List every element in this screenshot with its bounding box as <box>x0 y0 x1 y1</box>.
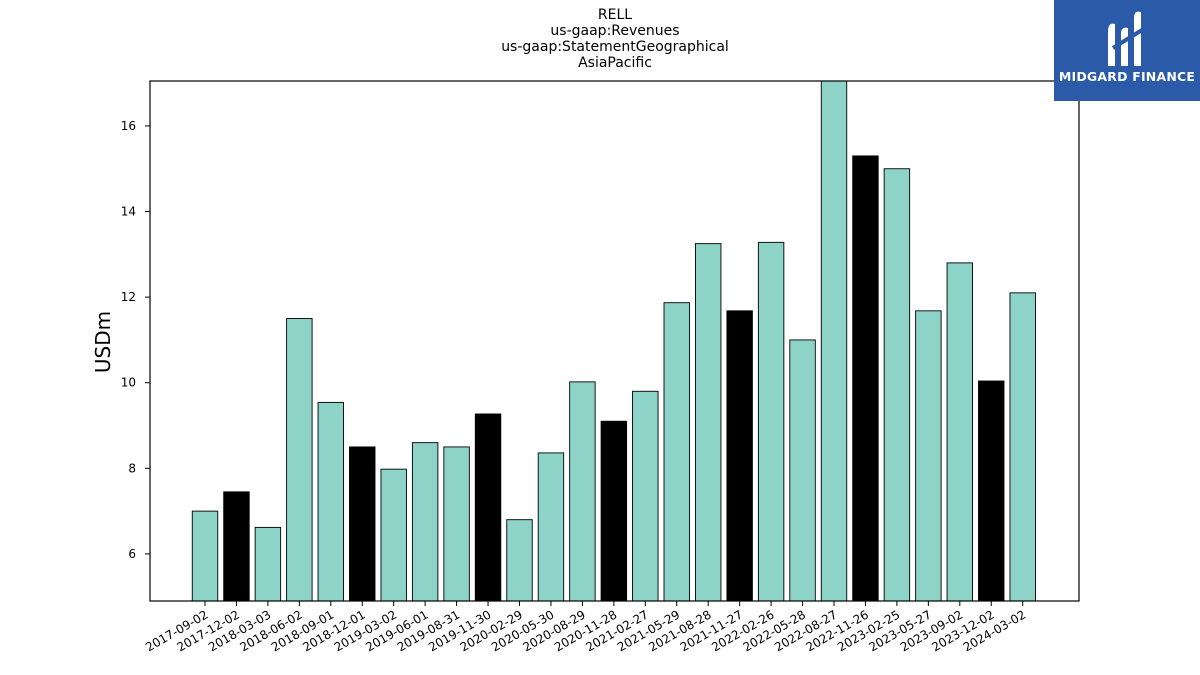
bar-2023-05-27 <box>915 310 942 602</box>
y-tick-label: 6 <box>128 547 136 561</box>
chart-title-line-4: AsiaPacific <box>578 55 652 71</box>
bar-2023-12-02 <box>978 380 1005 602</box>
bar-2023-02-25 <box>883 168 911 602</box>
y-tick-label: 10 <box>121 376 136 390</box>
bar-2017-12-02 <box>223 491 250 602</box>
bar-2018-06-02 <box>286 318 313 602</box>
bar-2018-03-03 <box>254 526 282 602</box>
bar-2019-11-30 <box>474 413 502 602</box>
bar-2022-11-26 <box>852 155 879 602</box>
bar-2021-05-29 <box>663 302 690 602</box>
bar-2023-09-02 <box>946 262 973 602</box>
logo-text: MIDGARD FINANCE <box>1058 69 1196 84</box>
bar-2021-08-28 <box>695 243 722 602</box>
y-tick-label: 8 <box>128 461 136 475</box>
bar-2018-12-01 <box>349 446 376 602</box>
bar-2022-05-28 <box>789 339 816 602</box>
y-tick-label: 16 <box>121 119 136 133</box>
bars-group <box>191 80 1036 602</box>
midgard-finance-logo: MIDGARD FINANCE <box>1054 0 1200 101</box>
y-tick-label: 12 <box>121 290 136 304</box>
chart-title-line-1: RELL <box>597 7 633 23</box>
bar-2021-11-27 <box>726 310 753 602</box>
bar-2019-06-01 <box>411 442 439 602</box>
bar-2019-03-02 <box>380 468 407 602</box>
bar-2022-02-26 <box>757 241 785 602</box>
chart-title-line-3: us-gaap:StatementGeographical <box>501 39 729 55</box>
y-axis: 6 8 10 12 14 16 <box>121 119 150 561</box>
bar-2020-05-30 <box>537 452 565 602</box>
bar-2017-09-02 <box>191 510 219 602</box>
x-axis: 2017-09-022017-12-022018-03-032018-06-02… <box>143 601 1028 654</box>
bar-2020-02-29 <box>506 519 533 602</box>
bar-2024-03-02 <box>1009 292 1036 602</box>
y-tick-label: 14 <box>121 205 136 219</box>
bar-2022-08-27 <box>820 80 848 602</box>
plot-frame <box>149 80 1080 602</box>
bar-2020-08-29 <box>569 381 596 602</box>
chart-title-line-2: us-gaap:Revenues <box>550 23 680 39</box>
bar-2019-08-31 <box>443 446 470 602</box>
bar-2021-02-27 <box>632 390 659 602</box>
y-axis-label: USDm <box>91 311 115 373</box>
bar-2018-09-01 <box>317 401 344 602</box>
bar-2020-11-28 <box>600 420 628 602</box>
midgard-logo-icon <box>1108 11 1144 67</box>
